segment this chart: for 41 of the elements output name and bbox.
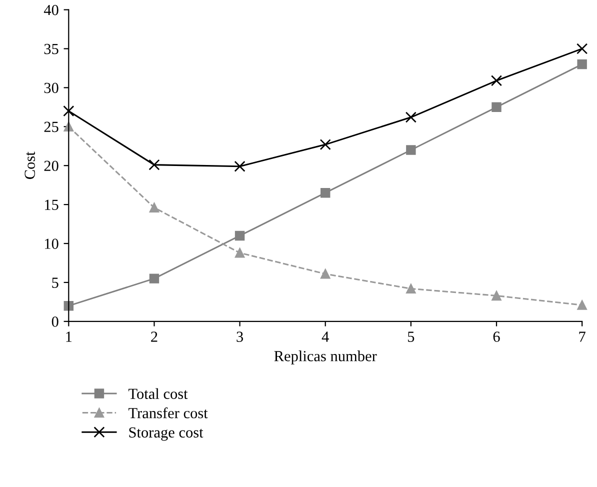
point — [576, 43, 588, 54]
legend-label: Storage cost — [129, 427, 204, 441]
x-tick-label: 5 — [408, 332, 414, 342]
point — [149, 202, 160, 213]
point — [234, 160, 246, 172]
point — [406, 145, 416, 155]
y-tick-label: 25 — [44, 122, 58, 132]
y-tick-label: 5 — [52, 278, 58, 288]
point — [234, 248, 245, 258]
point — [63, 105, 74, 117]
y-tick-label: 35 — [44, 44, 58, 54]
y-tick-label: 20 — [44, 160, 58, 172]
point — [405, 112, 416, 123]
point — [577, 300, 587, 310]
x-axis-title: Replicas number — [274, 350, 377, 364]
legend-label: Total cost — [128, 388, 188, 399]
point — [149, 274, 160, 284]
point — [490, 75, 502, 86]
point — [492, 290, 502, 301]
x-tick-label: 1 — [66, 332, 72, 342]
x-tick-label: 7 — [579, 332, 586, 342]
point — [320, 138, 331, 150]
y-tick-label: 15 — [45, 200, 58, 210]
point — [492, 102, 502, 112]
x-tick-label: 6 — [493, 332, 500, 342]
point — [234, 230, 245, 241]
point — [320, 269, 330, 279]
y-tick-label: 40 — [44, 4, 58, 16]
point — [148, 159, 160, 170]
point — [406, 284, 416, 294]
x-tick-label: 3 — [236, 332, 244, 342]
y-tick-label: 0 — [52, 316, 58, 327]
y-tick-label: 30 — [44, 82, 58, 94]
x-tick-label: 2 — [151, 332, 158, 342]
point — [64, 122, 74, 132]
y-tick-label: 10 — [45, 238, 58, 249]
legend-label: Transfer cost — [128, 407, 208, 418]
point — [320, 188, 330, 198]
y-axis-title: Cost — [24, 152, 35, 179]
point — [577, 59, 587, 70]
x-tick-label: 4 — [322, 332, 329, 342]
